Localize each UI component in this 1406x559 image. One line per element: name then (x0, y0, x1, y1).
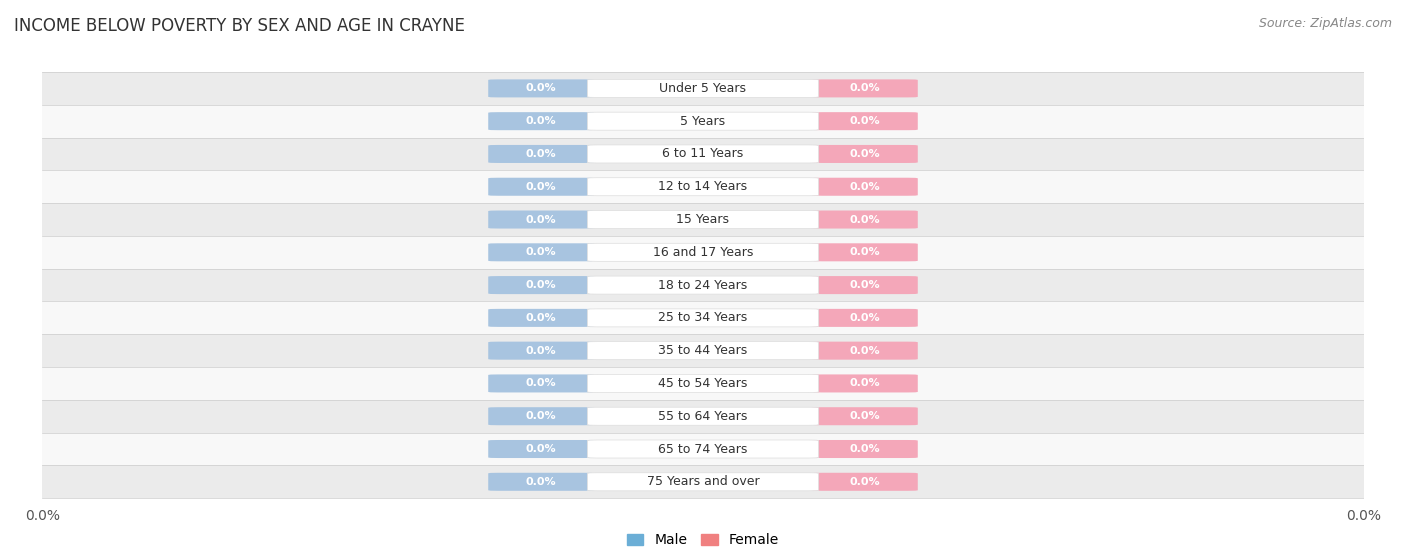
FancyBboxPatch shape (813, 178, 918, 196)
Text: 0.0%: 0.0% (849, 215, 880, 225)
Bar (42, 236, 1364, 269)
Text: 0.0%: 0.0% (849, 345, 880, 356)
Legend: Male, Female: Male, Female (621, 528, 785, 553)
FancyBboxPatch shape (588, 145, 818, 163)
Text: 0.0%: 0.0% (526, 116, 557, 126)
FancyBboxPatch shape (488, 342, 593, 359)
Text: 0.0%: 0.0% (526, 247, 557, 257)
Text: 0.0%: 0.0% (526, 477, 557, 487)
Bar (42, 269, 1364, 301)
Text: 0.0%: 0.0% (849, 477, 880, 487)
FancyBboxPatch shape (488, 79, 593, 97)
Text: 0.0%: 0.0% (526, 149, 557, 159)
FancyBboxPatch shape (588, 211, 818, 229)
FancyBboxPatch shape (813, 473, 918, 491)
Text: 0.0%: 0.0% (849, 247, 880, 257)
FancyBboxPatch shape (813, 112, 918, 130)
FancyBboxPatch shape (588, 276, 818, 294)
Bar (42, 203, 1364, 236)
Text: 12 to 14 Years: 12 to 14 Years (658, 180, 748, 193)
Bar (42, 433, 1364, 466)
Text: 0.0%: 0.0% (849, 280, 880, 290)
FancyBboxPatch shape (813, 342, 918, 359)
FancyBboxPatch shape (588, 178, 818, 196)
FancyBboxPatch shape (588, 375, 818, 392)
FancyBboxPatch shape (813, 440, 918, 458)
FancyBboxPatch shape (488, 440, 593, 458)
FancyBboxPatch shape (488, 276, 593, 294)
Text: 75 Years and over: 75 Years and over (647, 475, 759, 489)
Text: 0.0%: 0.0% (849, 116, 880, 126)
FancyBboxPatch shape (488, 178, 593, 196)
FancyBboxPatch shape (588, 407, 818, 425)
Text: 16 and 17 Years: 16 and 17 Years (652, 246, 754, 259)
Bar (42, 72, 1364, 105)
FancyBboxPatch shape (488, 309, 593, 327)
FancyBboxPatch shape (813, 276, 918, 294)
FancyBboxPatch shape (813, 145, 918, 163)
Text: 45 to 54 Years: 45 to 54 Years (658, 377, 748, 390)
FancyBboxPatch shape (813, 407, 918, 425)
Text: Source: ZipAtlas.com: Source: ZipAtlas.com (1258, 17, 1392, 30)
Text: 0.0%: 0.0% (849, 149, 880, 159)
Text: 18 to 24 Years: 18 to 24 Years (658, 278, 748, 292)
Text: 0.0%: 0.0% (526, 83, 557, 93)
Text: 0.0%: 0.0% (526, 215, 557, 225)
Text: 0.0%: 0.0% (849, 378, 880, 389)
Text: 0.0%: 0.0% (526, 378, 557, 389)
FancyBboxPatch shape (588, 243, 818, 261)
FancyBboxPatch shape (488, 473, 593, 491)
FancyBboxPatch shape (488, 375, 593, 392)
Text: Under 5 Years: Under 5 Years (659, 82, 747, 95)
FancyBboxPatch shape (588, 309, 818, 327)
Text: 0.0%: 0.0% (526, 182, 557, 192)
FancyBboxPatch shape (813, 79, 918, 97)
FancyBboxPatch shape (588, 440, 818, 458)
Text: 0.0%: 0.0% (849, 313, 880, 323)
Bar (42, 367, 1364, 400)
FancyBboxPatch shape (813, 309, 918, 327)
FancyBboxPatch shape (588, 112, 818, 130)
FancyBboxPatch shape (488, 112, 593, 130)
Text: 0.0%: 0.0% (526, 313, 557, 323)
Text: INCOME BELOW POVERTY BY SEX AND AGE IN CRAYNE: INCOME BELOW POVERTY BY SEX AND AGE IN C… (14, 17, 465, 35)
FancyBboxPatch shape (588, 342, 818, 359)
Text: 65 to 74 Years: 65 to 74 Years (658, 443, 748, 456)
FancyBboxPatch shape (488, 211, 593, 229)
Bar (42, 105, 1364, 138)
FancyBboxPatch shape (813, 375, 918, 392)
Text: 15 Years: 15 Years (676, 213, 730, 226)
Text: 0.0%: 0.0% (526, 345, 557, 356)
Text: 0.0%: 0.0% (526, 280, 557, 290)
Text: 25 to 34 Years: 25 to 34 Years (658, 311, 748, 324)
FancyBboxPatch shape (813, 211, 918, 229)
FancyBboxPatch shape (588, 79, 818, 97)
FancyBboxPatch shape (488, 145, 593, 163)
FancyBboxPatch shape (588, 473, 818, 491)
FancyBboxPatch shape (488, 243, 593, 261)
Bar (42, 301, 1364, 334)
Text: 5 Years: 5 Years (681, 115, 725, 127)
Bar (42, 334, 1364, 367)
Text: 35 to 44 Years: 35 to 44 Years (658, 344, 748, 357)
Text: 0.0%: 0.0% (526, 444, 557, 454)
Bar (42, 138, 1364, 170)
Text: 0.0%: 0.0% (849, 411, 880, 421)
Text: 0.0%: 0.0% (849, 182, 880, 192)
Bar (42, 466, 1364, 498)
Bar (42, 170, 1364, 203)
Text: 0.0%: 0.0% (849, 83, 880, 93)
Text: 0.0%: 0.0% (526, 411, 557, 421)
Text: 0.0%: 0.0% (849, 444, 880, 454)
FancyBboxPatch shape (488, 407, 593, 425)
FancyBboxPatch shape (813, 243, 918, 261)
Text: 6 to 11 Years: 6 to 11 Years (662, 148, 744, 160)
Text: 55 to 64 Years: 55 to 64 Years (658, 410, 748, 423)
Bar (42, 400, 1364, 433)
